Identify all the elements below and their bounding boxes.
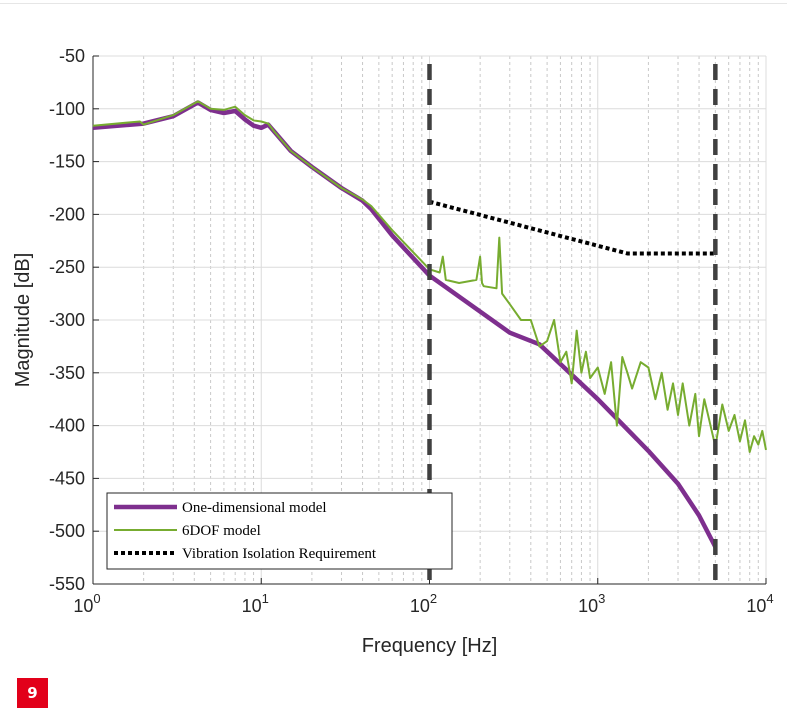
x-tick-label: 100 — [73, 591, 100, 616]
y-tick-label: -100 — [49, 99, 85, 119]
y-tick-label: -50 — [59, 46, 85, 66]
series-line-1 — [92, 100, 767, 453]
legend-label: 6DOF model — [182, 523, 261, 539]
y-tick-label: -400 — [49, 416, 85, 436]
y-tick-label: -350 — [49, 363, 85, 383]
legend-label: Vibration Isolation Requirement — [182, 546, 377, 562]
y-tick-label: -300 — [49, 310, 85, 330]
legend: One-dimensional model 6DOF model Vibration… — [106, 492, 453, 570]
x-tick-label: 103 — [578, 591, 605, 616]
x-tick-label: 101 — [242, 591, 269, 616]
y-tick-label: -450 — [49, 468, 85, 488]
series-line-2 — [428, 199, 716, 256]
y-tick-label: -250 — [49, 257, 85, 277]
y-tick-label: -550 — [49, 574, 85, 594]
y-tick-label: -200 — [49, 204, 85, 224]
y-tick-label: -150 — [49, 152, 85, 172]
series-line-0 — [92, 100, 718, 549]
x-axis-label: Frequency [Hz] — [362, 635, 498, 657]
x-tick-label: 104 — [746, 591, 773, 616]
legend-label: One-dimensional model — [182, 500, 327, 516]
y-axis-label: Magnitude [dB] — [12, 253, 34, 388]
x-tick-label: 102 — [410, 591, 437, 616]
figure-number-badge: 9 — [17, 678, 48, 708]
y-tick-label: -500 — [49, 521, 85, 541]
top-divider — [0, 3, 787, 4]
